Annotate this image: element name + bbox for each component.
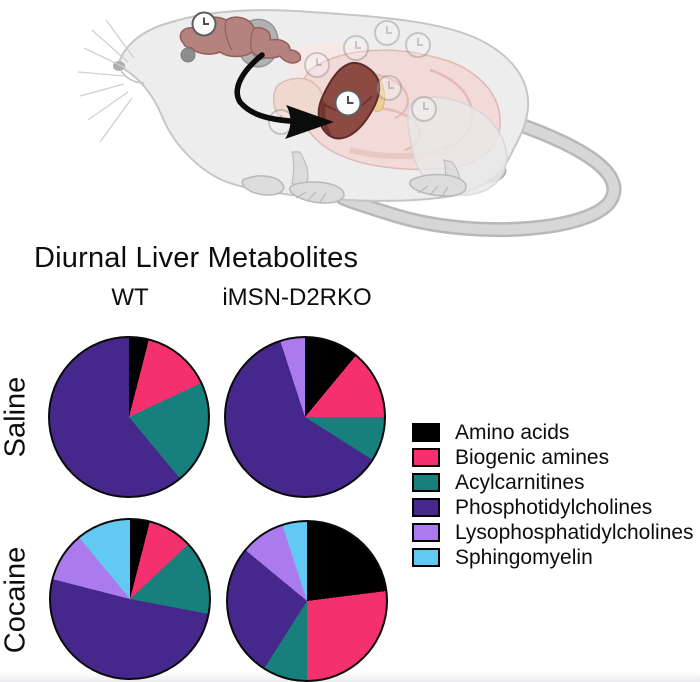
mouse-near-paws (241, 151, 467, 204)
pie-saline-wt (48, 336, 210, 498)
pie-cocaine-imsn-d2rko (226, 520, 388, 682)
legend-label: Biogenic amines (455, 445, 610, 469)
legend-swatch-lysophosphatidylcholines (412, 523, 440, 542)
mouse-illustration (0, 0, 700, 240)
arrow-brain-to-liver (234, 52, 334, 139)
pie-saline-imsn-d2rko (224, 336, 386, 498)
row-label-saline: Saline (0, 376, 32, 458)
column-header-wt: WT (111, 284, 149, 311)
legend-swatch-acylcarnitines (412, 473, 440, 492)
legend-item: Amino acids (412, 420, 694, 445)
legend-label: Phosphotidylcholines (455, 495, 653, 519)
pie-cocaine-wt (49, 518, 211, 680)
legend-label: Amino acids (455, 420, 570, 444)
legend-item: Lysophosphatidylcholines (412, 520, 694, 545)
row-label-cocaine: Cocaine (0, 546, 32, 654)
legend-label: Acylcarnitines (455, 470, 585, 494)
legend-label: Lysophosphatidylcholines (455, 520, 694, 544)
clock-icon (343, 35, 369, 61)
legend-swatch-amino-acids (412, 423, 440, 442)
clock-icon (191, 11, 217, 37)
mouse-whiskers (77, 19, 135, 143)
legend-item: Acylcarnitines (412, 470, 694, 495)
legend-item: Sphingomyelin (412, 545, 694, 570)
mouse-tail (335, 116, 622, 238)
legend: Amino acids Biogenic amines Acylcarnitin… (412, 420, 694, 570)
legend-swatch-sphingomyelin (412, 548, 440, 567)
legend-label: Sphingomyelin (455, 545, 593, 569)
column-header-imsn-d2rko: iMSN-D2RKO (222, 284, 372, 311)
clock-icon (411, 96, 437, 122)
clock-icon (304, 52, 330, 78)
clock-icon (334, 89, 362, 117)
legend-swatch-phosphotidylcholines (412, 498, 440, 517)
figure-title: Diurnal Liver Metabolites (34, 242, 359, 274)
clock-icon (374, 20, 400, 46)
mouse-haunch (407, 96, 508, 196)
bottom-shade (0, 672, 700, 682)
legend-swatch-biogenic-amines (412, 448, 440, 467)
clock-icon (405, 32, 431, 58)
mouse-illustration-svg (77, 9, 622, 238)
legend-item: Biogenic amines (412, 445, 694, 470)
clock-icon (376, 75, 402, 101)
legend-item: Phosphotidylcholines (412, 495, 694, 520)
